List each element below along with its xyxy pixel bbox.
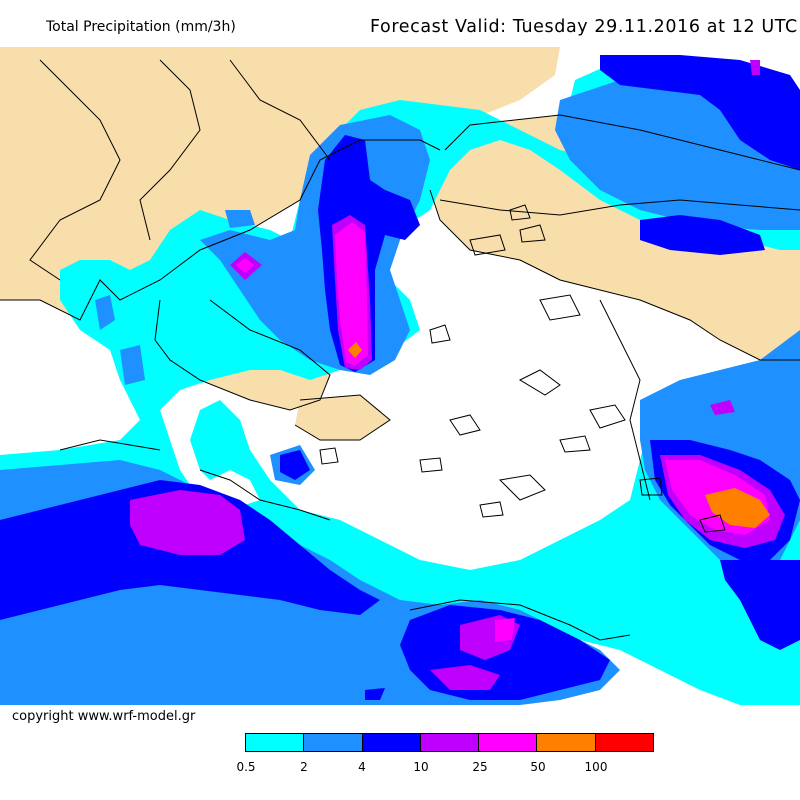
legend-swatch-6 — [595, 734, 653, 751]
color-legend — [245, 733, 654, 752]
legend-swatch-0 — [246, 734, 305, 751]
coastlines — [0, 59, 800, 641]
legend-label-1: 2 — [300, 760, 308, 774]
legend-label-0: 0.5 — [236, 760, 256, 774]
legend-label-2: 4 — [358, 760, 366, 774]
legend-swatch-1 — [304, 734, 363, 751]
map-title: Total Precipitation (mm/3h) — [46, 19, 236, 35]
legend-label-4: 25 — [472, 760, 488, 774]
forecast-valid-time: Forecast Valid: Tuesday 29.11.2016 at 12… — [370, 17, 798, 37]
legend-label-3: 10 — [413, 760, 429, 774]
legend-swatch-2 — [362, 734, 421, 751]
legend-swatch-5 — [537, 734, 596, 751]
legend-swatch-4 — [479, 734, 538, 751]
legend-label-5: 50 — [530, 760, 546, 774]
legend-label-6: 100 — [584, 760, 608, 774]
copyright-text: copyright www.wrf-model.gr — [12, 709, 196, 724]
precipitation-map — [0, 47, 800, 705]
legend-swatch-3 — [420, 734, 480, 751]
